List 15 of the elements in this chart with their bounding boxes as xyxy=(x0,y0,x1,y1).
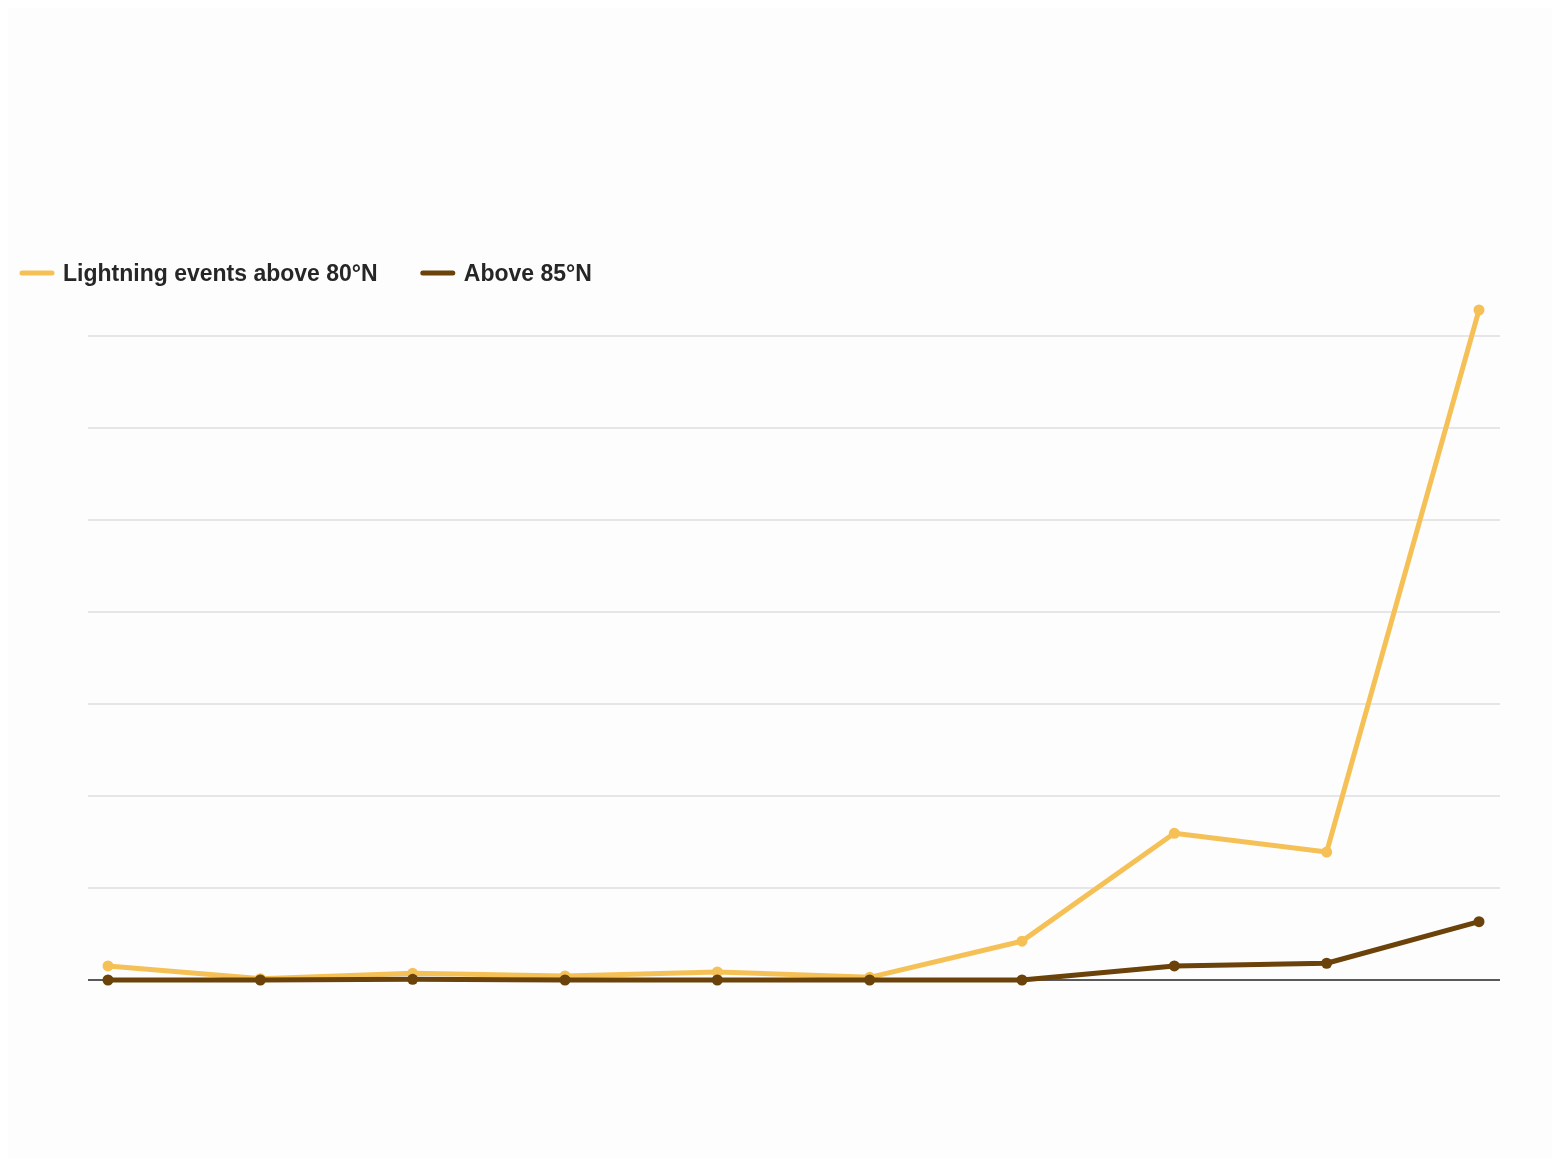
point xyxy=(102,960,114,972)
point xyxy=(1321,846,1333,858)
point xyxy=(1168,960,1180,972)
point xyxy=(711,974,723,986)
point xyxy=(102,974,114,986)
point xyxy=(407,973,419,985)
point xyxy=(1016,974,1028,986)
point xyxy=(1321,957,1333,969)
point xyxy=(1473,304,1485,316)
point xyxy=(1473,916,1485,928)
point xyxy=(1168,827,1180,839)
point xyxy=(1016,935,1028,947)
legend-label: Above 85°N xyxy=(463,260,592,286)
point xyxy=(559,974,571,986)
legend-label: Lightning events above 80°N xyxy=(63,260,378,286)
